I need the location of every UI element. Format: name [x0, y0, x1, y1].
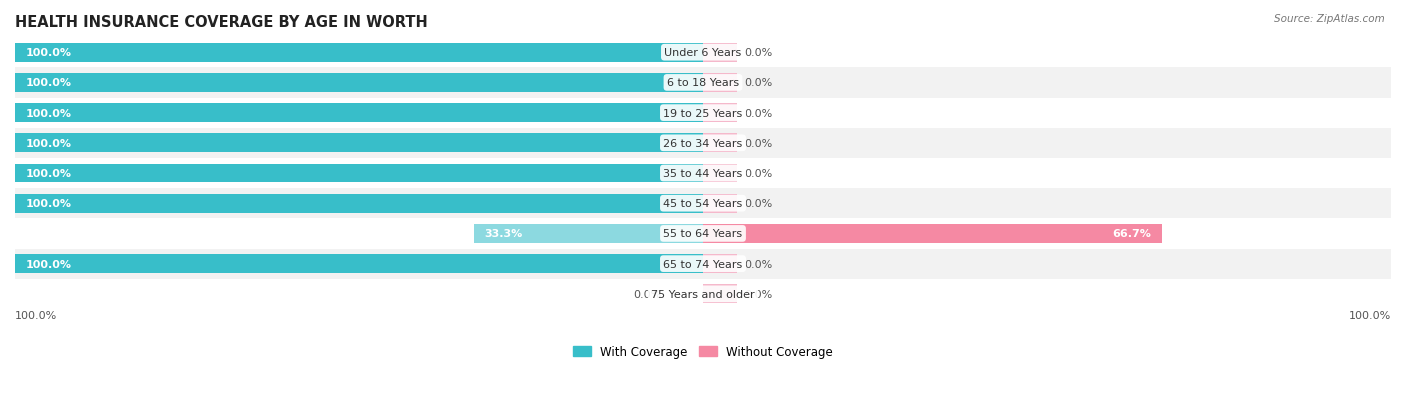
Bar [703, 134, 737, 153]
Text: 100.0%: 100.0% [25, 108, 72, 119]
Text: 66.7%: 66.7% [1112, 229, 1152, 239]
Bar [15, 219, 1391, 249]
Bar [15, 44, 703, 62]
Text: 26 to 34 Years: 26 to 34 Years [664, 138, 742, 148]
Text: 0.0%: 0.0% [744, 78, 772, 88]
Text: 0.0%: 0.0% [744, 48, 772, 58]
Text: Under 6 Years: Under 6 Years [665, 48, 741, 58]
Text: 65 to 74 Years: 65 to 74 Years [664, 259, 742, 269]
Text: HEALTH INSURANCE COVERAGE BY AGE IN WORTH: HEALTH INSURANCE COVERAGE BY AGE IN WORT… [15, 15, 427, 30]
Bar [15, 134, 703, 153]
Text: 100.0%: 100.0% [25, 78, 72, 88]
Bar [15, 74, 703, 93]
Text: 0.0%: 0.0% [744, 259, 772, 269]
Bar [15, 68, 1391, 98]
Bar [474, 225, 703, 243]
Bar [703, 74, 737, 93]
Bar [15, 279, 1391, 309]
Bar [703, 255, 737, 273]
Text: 100.0%: 100.0% [1348, 311, 1391, 320]
Text: 100.0%: 100.0% [25, 259, 72, 269]
Text: 100.0%: 100.0% [25, 169, 72, 178]
Text: Source: ZipAtlas.com: Source: ZipAtlas.com [1274, 14, 1385, 24]
Legend: With Coverage, Without Coverage: With Coverage, Without Coverage [568, 341, 838, 363]
Bar [15, 164, 703, 183]
Bar [15, 128, 1391, 159]
Bar [15, 255, 703, 273]
Text: 0.0%: 0.0% [744, 169, 772, 178]
Bar [15, 38, 1391, 68]
Text: 100.0%: 100.0% [25, 199, 72, 209]
Text: 0.0%: 0.0% [744, 289, 772, 299]
Bar [15, 98, 1391, 128]
Bar [703, 285, 737, 304]
Bar [15, 159, 1391, 189]
Text: 0.0%: 0.0% [634, 289, 662, 299]
Text: 0.0%: 0.0% [744, 108, 772, 119]
Text: 35 to 44 Years: 35 to 44 Years [664, 169, 742, 178]
Bar [15, 104, 703, 123]
Bar [703, 164, 737, 183]
Text: 100.0%: 100.0% [15, 311, 58, 320]
Text: 75 Years and older: 75 Years and older [651, 289, 755, 299]
Text: 19 to 25 Years: 19 to 25 Years [664, 108, 742, 119]
Text: 6 to 18 Years: 6 to 18 Years [666, 78, 740, 88]
Text: 45 to 54 Years: 45 to 54 Years [664, 199, 742, 209]
Bar [15, 189, 1391, 219]
Text: 33.3%: 33.3% [484, 229, 523, 239]
Text: 100.0%: 100.0% [25, 48, 72, 58]
Text: 0.0%: 0.0% [744, 199, 772, 209]
Text: 55 to 64 Years: 55 to 64 Years [664, 229, 742, 239]
Bar [703, 104, 737, 123]
Bar [15, 249, 1391, 279]
Text: 100.0%: 100.0% [25, 138, 72, 148]
Bar [703, 195, 737, 213]
Bar [15, 195, 703, 213]
Text: 0.0%: 0.0% [744, 138, 772, 148]
Bar [703, 225, 1161, 243]
Bar [703, 44, 737, 62]
